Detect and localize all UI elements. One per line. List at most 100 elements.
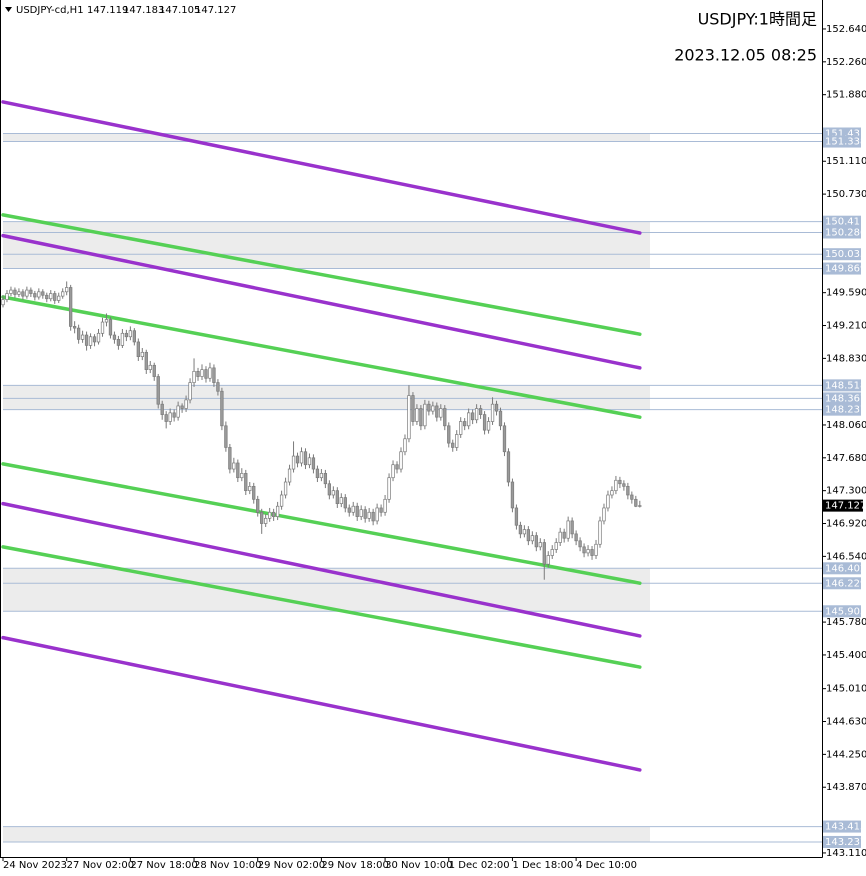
candle-body xyxy=(542,542,546,565)
candle-body xyxy=(590,549,594,556)
candle-body xyxy=(208,367,212,379)
candle-body xyxy=(248,485,252,492)
level-label: 149.869 xyxy=(825,264,866,275)
candle-body xyxy=(279,494,284,507)
candle-body xyxy=(160,403,164,415)
candle-body xyxy=(92,336,97,343)
candle-body xyxy=(614,479,618,492)
channel-line xyxy=(1,233,642,370)
candle-body xyxy=(375,507,379,522)
y-tick-label: 147.680 xyxy=(826,453,866,464)
candle-body xyxy=(407,395,411,440)
candle-body xyxy=(116,339,121,346)
candle-body xyxy=(33,293,37,298)
candle-body xyxy=(9,289,13,294)
candle-body xyxy=(80,334,85,340)
level-label: 148.518 xyxy=(825,380,866,391)
candle-body xyxy=(307,457,312,466)
level-label-bg xyxy=(823,135,861,148)
candle-body xyxy=(69,287,73,327)
candle-body xyxy=(108,319,113,336)
candle-body xyxy=(514,507,519,526)
x-tick-label: 30 Nov 10:00 xyxy=(385,860,452,871)
low-value: 147.105 xyxy=(159,5,200,16)
candle-body xyxy=(347,507,351,513)
symbol: USDJPY-cd,H1 xyxy=(16,5,84,16)
candle-body xyxy=(546,555,550,565)
chart-title: USDJPY:1時間足 xyxy=(698,10,817,29)
level-label: 148.237 xyxy=(825,405,866,416)
candle-body xyxy=(17,291,21,295)
x-tick-label: 29 Nov 02:00 xyxy=(258,860,325,871)
price-label: 147.127 xyxy=(825,501,866,512)
channel-line xyxy=(1,295,642,419)
candle-body xyxy=(554,542,558,550)
candle-body xyxy=(538,542,542,548)
y-tick-label: 152.260 xyxy=(826,57,866,68)
candle-body xyxy=(120,332,125,346)
candle-body xyxy=(530,535,534,542)
candle-body xyxy=(25,289,29,297)
candle-body xyxy=(61,291,65,297)
candle-body xyxy=(295,455,300,464)
x-tick-label: 29 Nov 18:00 xyxy=(321,860,388,871)
candle-body xyxy=(200,369,204,377)
candle-body xyxy=(236,462,240,479)
candle-body xyxy=(363,509,367,519)
candle-body xyxy=(172,412,176,418)
menu-icon[interactable] xyxy=(5,7,12,12)
candle-body xyxy=(53,293,57,301)
candle-body xyxy=(228,447,232,470)
candle-body xyxy=(311,457,316,470)
candle-body xyxy=(164,414,168,422)
candle-body xyxy=(610,490,614,496)
level-label-bg xyxy=(823,820,861,833)
candle-body xyxy=(602,507,606,522)
candle-body xyxy=(303,451,308,466)
level-label-bg xyxy=(823,262,861,275)
y-tick-label: 147.300 xyxy=(826,486,866,497)
zone xyxy=(3,133,650,142)
level-label: 150.286 xyxy=(825,227,866,238)
candle-body xyxy=(13,289,17,295)
x-tick-label: 27 Nov 18:00 xyxy=(130,860,197,871)
x-tick-label: 1 Dec 02:00 xyxy=(449,860,510,871)
zone xyxy=(3,385,650,410)
candle-body xyxy=(411,395,415,422)
candle-body xyxy=(327,483,332,496)
candle-body xyxy=(291,455,296,470)
candle-body xyxy=(21,291,25,297)
candle-body xyxy=(586,549,590,554)
y-tick-label: 145.010 xyxy=(826,684,866,695)
candle-body xyxy=(57,295,61,301)
candle-body xyxy=(204,369,208,379)
candle-body xyxy=(498,410,503,427)
candle-body xyxy=(275,505,280,517)
candle-body xyxy=(463,421,467,427)
level-label: 143.415 xyxy=(825,822,866,833)
x-tick-label: 24 Nov 2023 xyxy=(3,860,67,871)
candle-body xyxy=(180,405,184,409)
candle-body xyxy=(152,364,156,377)
candle-body xyxy=(49,293,53,300)
candle-body xyxy=(192,370,196,383)
level-label-bg xyxy=(823,835,861,848)
channel-line xyxy=(1,213,642,336)
candle-body xyxy=(148,364,152,370)
level-label-bg xyxy=(823,226,861,239)
channel-line xyxy=(1,501,642,638)
candle-body xyxy=(287,468,292,483)
candle-body xyxy=(256,498,260,513)
candle-body xyxy=(558,531,562,543)
candle-body xyxy=(84,334,89,346)
level-label: 150.411 xyxy=(825,217,866,228)
y-tick-label: 145.780 xyxy=(826,617,866,628)
candle-body xyxy=(423,403,427,427)
candle-body xyxy=(419,408,423,427)
candle-body xyxy=(522,529,527,535)
candle-body xyxy=(88,336,93,346)
level-label: 151.431 xyxy=(825,128,866,139)
y-tick-label: 144.630 xyxy=(826,717,866,728)
candle-body xyxy=(470,412,475,421)
candle-body xyxy=(37,291,41,298)
